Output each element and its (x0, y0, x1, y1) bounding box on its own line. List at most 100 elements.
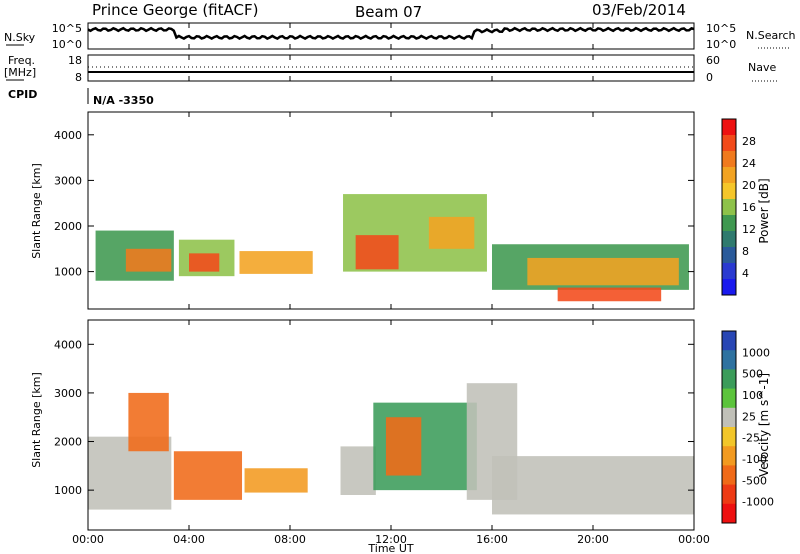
scatter-region (355, 235, 399, 270)
velocity-y-axis-label: Slant Range [km] (30, 372, 43, 468)
power-colorbar-label: Power [dB] (757, 178, 771, 243)
velocity-colorbar-label: Velocity [m s^-1] (757, 373, 771, 477)
colorbar-swatch (722, 199, 736, 216)
colorbar-tick-label: 100 (742, 389, 763, 402)
scatter-region (557, 287, 662, 302)
colorbar-tick-label: 16 (742, 201, 756, 214)
y-tick-label: 1000 (54, 484, 82, 497)
station-title: Prince George (fitACF) (92, 1, 258, 19)
scatter-region (128, 392, 169, 452)
colorbar-swatch (722, 263, 736, 280)
scatter-region (428, 216, 475, 249)
cpid-value: N/A -3350 (93, 94, 154, 107)
colorbar-tick-label: 12 (742, 223, 756, 236)
velocity-data (88, 383, 694, 515)
power-y-axis-label: Slant Range [km] (30, 163, 43, 259)
freq-label-1: Freq. (8, 54, 35, 67)
colorbar-swatch (722, 484, 736, 505)
noise-left-tick-bottom: 10^0 (52, 38, 82, 51)
noise-trace (87, 26, 695, 41)
nave-label: Nave (748, 61, 776, 74)
scatter-region (244, 468, 308, 493)
velocity-axes: 1000 2000 3000 4000 (54, 338, 694, 497)
colorbar-swatch (722, 135, 736, 152)
colorbar-frame (721, 118, 737, 296)
colorbar-tick-label: 20 (742, 179, 756, 192)
noise-right-label: N.Search (746, 29, 796, 42)
freq-left-tick-bottom: 8 (75, 71, 82, 84)
noise-right-tick-top: 10^5 (706, 22, 736, 35)
colorbar-swatch (722, 407, 736, 428)
noise-left-label: N.Sky (4, 31, 36, 44)
colorbar-frame (721, 330, 737, 524)
scatter-region (492, 456, 694, 515)
noise-sky-line (87, 26, 695, 41)
y-tick-label: 4000 (54, 338, 82, 351)
colorbar-tick-label: 8 (742, 245, 749, 258)
y-tick-label: 4000 (54, 129, 82, 142)
scatter-region (340, 446, 376, 495)
y-tick-label: 3000 (54, 174, 82, 187)
colorbar-tick-label: -500 (742, 474, 767, 487)
colorbar-swatch (722, 465, 736, 486)
scatter-region (527, 257, 679, 286)
colorbar-swatch (722, 231, 736, 248)
colorbar-tick-label: -100 (742, 453, 767, 466)
power-colorbar: 28 24 20 16 12 8 4 (721, 118, 756, 296)
y-tick-label: 3000 (54, 387, 82, 400)
y-tick-label: 2000 (54, 220, 82, 233)
power-data (95, 194, 689, 302)
colorbar-tick-label: 500 (742, 368, 763, 381)
freq-label-2: [MHz] (4, 66, 36, 79)
colorbar-swatch (722, 167, 736, 184)
beam-title: Beam 07 (355, 3, 422, 21)
colorbar-swatch (722, 279, 736, 296)
colorbar-tick-label: 1000 (742, 346, 770, 359)
velocity-colorbar: 1000 500 100 25 -25 -100 -500 -1000 (721, 330, 774, 524)
x-tick-label: 00:00 (678, 533, 710, 546)
nave-right-tick-bottom: 0 (706, 71, 713, 84)
x-tick-label: 00:00 (72, 533, 104, 546)
x-axis-label: Time UT (367, 542, 413, 554)
colorbar-tick-label: 4 (742, 267, 749, 280)
colorbar-swatch (722, 215, 736, 232)
colorbar-swatch (722, 427, 736, 447)
x-tick-label: 08:00 (274, 533, 306, 546)
colorbar-swatch (722, 247, 736, 264)
colorbar-tick-label: -1000 (742, 496, 774, 509)
colorbar-tick-label: 24 (742, 157, 756, 170)
colorbar-tick-label: 25 (742, 410, 756, 423)
colorbar-tick-label: -25 (742, 432, 760, 445)
power-axes: 1000 2000 3000 4000 (54, 129, 694, 279)
y-tick-label: 2000 (54, 436, 82, 449)
colorbar-swatch (722, 151, 736, 168)
noise-right-tick-bottom: 10^0 (706, 38, 736, 51)
freq-left-tick-top: 18 (68, 54, 82, 67)
x-tick-label: 04:00 (173, 533, 205, 546)
x-axis-ticks: 00:00 04:00 08:00 12:00 16:00 20:00 00:00 (72, 23, 710, 546)
date-title: 03/Feb/2014 (592, 1, 686, 19)
scatter-region (239, 251, 313, 274)
colorbar-swatch (722, 119, 736, 136)
colorbar-swatch (722, 331, 736, 351)
noise-left-tick-top: 10^5 (52, 22, 82, 35)
freq-trace (88, 66, 694, 73)
cpid-label: CPID (8, 88, 37, 101)
scatter-region (173, 451, 243, 500)
scatter-region (385, 417, 422, 476)
y-tick-label: 1000 (54, 266, 82, 279)
colorbar-swatch (722, 388, 736, 409)
scatter-region (189, 253, 220, 272)
colorbar-swatch (722, 183, 736, 200)
colorbar-swatch (722, 350, 736, 370)
x-tick-label: 16:00 (476, 533, 508, 546)
x-tick-label: 12:00 (375, 533, 407, 546)
scatter-region (125, 248, 172, 272)
colorbar-tick-label: 28 (742, 135, 756, 148)
x-tick-label: 20:00 (577, 533, 609, 546)
nave-right-tick-top: 60 (706, 54, 720, 67)
colorbar-swatch (722, 446, 736, 466)
colorbar-swatch (722, 503, 736, 524)
colorbar-swatch (722, 369, 736, 390)
